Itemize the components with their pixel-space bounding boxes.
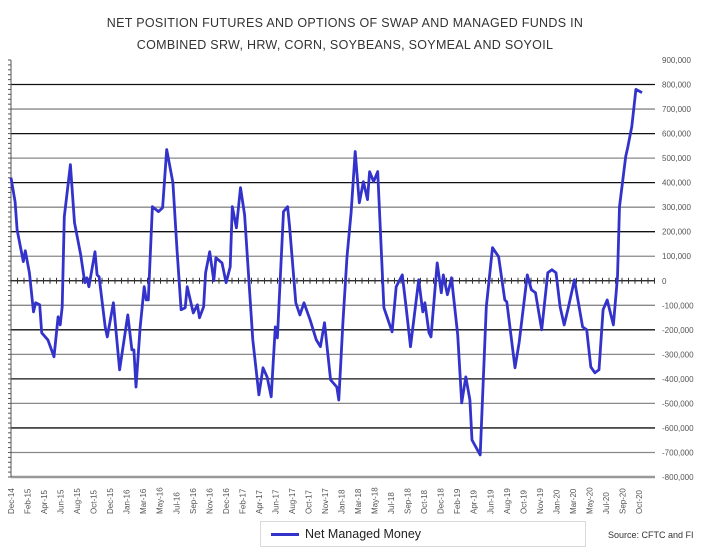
y-tick-label: -700,000 xyxy=(662,448,694,457)
y-tick-label: -400,000 xyxy=(662,375,694,384)
y-tick-label: 0 xyxy=(662,277,667,286)
x-tick-label: Mar-20 xyxy=(569,488,578,514)
y-tick-label: 500,000 xyxy=(662,154,691,163)
x-tick-label: May-18 xyxy=(371,487,380,514)
y-tick-label: -300,000 xyxy=(662,350,694,359)
x-tick-label: Sep-16 xyxy=(189,488,198,514)
y-tick-label: 800,000 xyxy=(662,81,691,90)
x-tick-label: Oct-17 xyxy=(305,489,314,514)
series-line-net-managed-money xyxy=(9,88,643,457)
x-tick-label: May-16 xyxy=(156,487,165,514)
x-tick-label: Feb-17 xyxy=(238,488,247,514)
x-tick-label: Jul-16 xyxy=(172,492,181,514)
x-tick-label: Mar-16 xyxy=(139,488,148,514)
x-tick-label: Jan-20 xyxy=(552,489,561,514)
x-tick-label: Aug-19 xyxy=(503,488,512,514)
x-tick-label: Oct-18 xyxy=(420,489,429,514)
x-tick-label: Dec-16 xyxy=(222,488,231,514)
y-tick-label: 400,000 xyxy=(662,179,691,188)
x-tick-label: Nov-17 xyxy=(321,488,330,514)
y-tick-label: -600,000 xyxy=(662,424,694,433)
y-tick-label: 600,000 xyxy=(662,130,691,139)
x-tick-label: Jul-20 xyxy=(602,492,611,514)
x-tick-label: Oct-20 xyxy=(635,489,644,514)
x-tick-label: Apr-17 xyxy=(255,489,264,514)
y-tick-label: -500,000 xyxy=(662,399,694,408)
x-tick-label: Apr-19 xyxy=(470,489,479,514)
x-tick-label: Jun-19 xyxy=(486,489,495,514)
x-tick-label: Feb-15 xyxy=(24,488,33,514)
x-tick-label: Dec-18 xyxy=(437,488,446,514)
y-tick-label: 200,000 xyxy=(662,228,691,237)
x-tick-label: May-20 xyxy=(585,487,594,514)
x-tick-label: Jun-15 xyxy=(57,489,66,514)
y-tick-label: 700,000 xyxy=(662,105,691,114)
y-tick-label: -800,000 xyxy=(662,473,694,482)
chart-title: NET POSITION FUTURES AND OPTIONS OF SWAP… xyxy=(60,12,630,56)
x-tick-label: Oct-15 xyxy=(90,489,99,514)
x-tick-label: Aug-17 xyxy=(288,488,297,514)
x-tick-label: Jul-18 xyxy=(387,492,396,514)
y-tick-label: -100,000 xyxy=(662,301,694,310)
chart-title-line-2: COMBINED SRW, HRW, CORN, SOYBEANS, SOYME… xyxy=(136,38,554,52)
x-tick-label: Mar-18 xyxy=(354,488,363,514)
x-tick-label: Jan-18 xyxy=(338,489,347,514)
x-tick-label: Jun-17 xyxy=(271,489,280,514)
y-tick-label: -200,000 xyxy=(662,326,694,335)
x-tick-label: Sep-20 xyxy=(619,488,628,514)
source-note: Source: CFTC and FI xyxy=(608,530,694,540)
x-tick-label: Nov-16 xyxy=(205,488,214,514)
x-tick-label: Aug-15 xyxy=(73,488,82,514)
legend-label: Net Managed Money xyxy=(305,527,422,541)
legend-swatch xyxy=(271,532,299,536)
x-tick-label: Apr-15 xyxy=(40,489,49,514)
legend: Net Managed Money xyxy=(260,521,586,547)
x-tick-label: Dec-14 xyxy=(7,488,16,514)
y-tick-label: 900,000 xyxy=(662,56,691,65)
x-tick-label: Nov-19 xyxy=(536,488,545,514)
x-tick-label: Feb-19 xyxy=(453,488,462,514)
x-tick-label: Dec-15 xyxy=(106,488,115,514)
x-tick-label: Sep-18 xyxy=(404,488,413,514)
y-tick-label: 100,000 xyxy=(662,252,691,261)
x-tick-label: Jan-16 xyxy=(123,489,132,514)
y-tick-label: 300,000 xyxy=(662,203,691,212)
x-tick-label: Oct-19 xyxy=(519,489,528,514)
chart-title-line-1: NET POSITION FUTURES AND OPTIONS OF SWAP… xyxy=(106,16,584,30)
